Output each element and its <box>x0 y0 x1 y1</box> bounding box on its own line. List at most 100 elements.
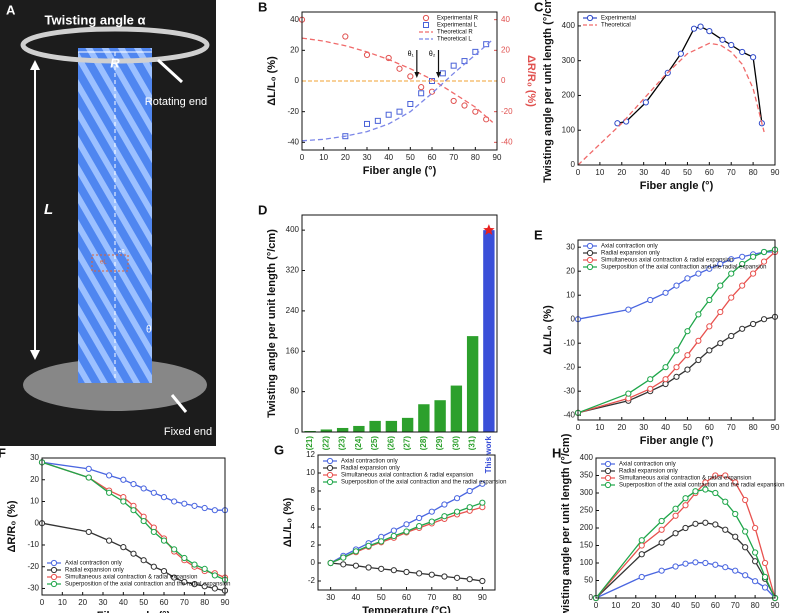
legend-label: Superposition of the axial contraction a… <box>65 582 230 588</box>
legend-label: Theoretical R <box>437 30 473 36</box>
x-tick-label: 50 <box>683 423 692 432</box>
x-axis-label: Fiber angle (°) <box>363 165 437 177</box>
legend-label: Experimental L <box>437 23 478 29</box>
x-tick-label: 10 <box>595 423 604 432</box>
x-tick-label: (27) <box>403 436 412 451</box>
x-tick-label: 20 <box>617 423 626 432</box>
x-tick-label: 0 <box>300 153 305 162</box>
marker <box>702 519 709 526</box>
x-tick-label: (26) <box>386 436 395 451</box>
y-tick-label: 10 <box>30 497 39 506</box>
y-tick-label: -10 <box>27 540 39 549</box>
y-axis-label: ΔL/L₀ (%) <box>266 56 278 106</box>
marker <box>120 498 127 505</box>
y-tick-label: 6 <box>311 504 316 513</box>
marker <box>732 479 739 486</box>
y-tick-label: 400 <box>562 21 576 30</box>
marker <box>732 567 739 574</box>
marker <box>378 538 385 545</box>
marker <box>160 494 168 501</box>
y-axis-label: Twisting angle per unit length (°/cm) <box>542 0 554 183</box>
marker <box>160 567 168 575</box>
legend-marker <box>326 471 334 479</box>
marker <box>695 311 702 318</box>
x-tick-label: 60 <box>402 593 411 602</box>
marker <box>403 528 410 535</box>
legend-label: Axial contraction only <box>619 462 676 468</box>
y-tick-label: 4 <box>311 522 316 531</box>
legend-marker <box>326 478 334 486</box>
legend-label: Radial expansion only <box>341 466 400 472</box>
marker <box>677 50 684 57</box>
marker <box>342 33 349 40</box>
bar <box>336 427 349 432</box>
marker <box>171 498 178 505</box>
marker <box>428 571 435 578</box>
marker <box>697 23 704 30</box>
marker <box>450 97 457 105</box>
x-tick-label: 40 <box>671 601 680 610</box>
legend-marker <box>586 14 594 22</box>
marker <box>390 532 397 540</box>
marker <box>695 356 702 364</box>
bar <box>353 425 365 432</box>
y-tick-label: 0 <box>571 160 576 169</box>
x-tick-label: (31) <box>468 436 477 451</box>
marker <box>719 36 726 43</box>
label: R <box>110 55 120 70</box>
label: Twisting angle α <box>45 12 146 27</box>
marker <box>702 479 709 486</box>
panel-letter: H <box>552 445 561 460</box>
x-tick-label: 50 <box>139 598 148 607</box>
marker <box>614 120 621 127</box>
plot-frame <box>301 11 498 151</box>
y-tick-label: 300 <box>562 56 576 65</box>
marker <box>150 528 157 536</box>
series-line <box>301 37 494 123</box>
marker <box>201 565 208 573</box>
x-tick-label: 50 <box>691 601 700 610</box>
marker <box>385 111 392 118</box>
annotation-arrow-head <box>436 72 441 78</box>
plot-frame <box>595 457 776 599</box>
marker <box>712 561 719 568</box>
marker <box>638 573 645 581</box>
y-axis-label: Twisting angle per unit length (°/cm) <box>560 433 572 613</box>
marker <box>752 558 759 565</box>
y-tick-label: 200 <box>580 523 594 532</box>
marker <box>752 578 759 585</box>
marker <box>407 101 414 107</box>
marker <box>140 557 147 564</box>
y2-tick-label: -40 <box>501 137 513 146</box>
panel-letter: G <box>274 442 284 457</box>
marker <box>453 495 461 502</box>
marker <box>352 562 360 569</box>
marker <box>742 544 749 551</box>
marker <box>461 102 468 109</box>
arrow-head <box>30 60 40 70</box>
marker <box>682 495 689 502</box>
marker <box>760 316 768 323</box>
marker <box>682 524 689 532</box>
marker <box>673 282 680 289</box>
x-tick-label: 40 <box>119 598 128 607</box>
y-tick-label: 400 <box>580 453 594 462</box>
series-line <box>577 42 765 166</box>
y-tick-label: 320 <box>286 266 300 275</box>
marker <box>695 337 702 344</box>
x-tick-label: 50 <box>377 593 386 602</box>
marker <box>702 559 709 567</box>
marker <box>472 108 479 115</box>
marker <box>662 289 669 296</box>
plot-frame <box>577 11 776 166</box>
x-tick-label: 80 <box>453 593 462 602</box>
marker <box>439 70 446 77</box>
legend-label: Simultaneous axial contraction & radial … <box>619 476 751 482</box>
series-line <box>595 474 776 599</box>
marker <box>647 376 654 383</box>
bar <box>401 417 414 432</box>
legend-marker <box>50 580 58 588</box>
bar <box>434 400 446 432</box>
marker <box>453 508 461 515</box>
marker <box>706 296 713 304</box>
